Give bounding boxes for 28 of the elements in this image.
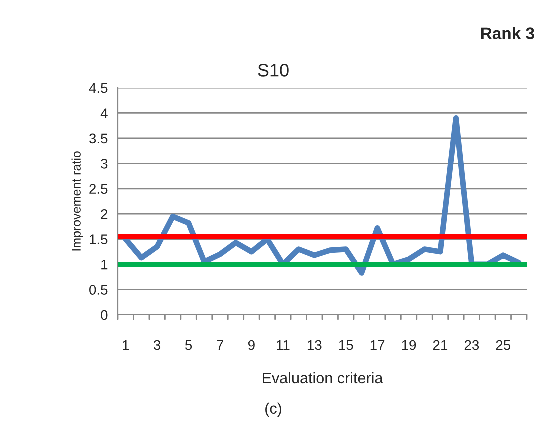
chart-title: S10 [258, 64, 289, 77]
x-tick-label: 1 [123, 340, 130, 350]
x-tick-label: 9 [248, 340, 255, 350]
y-tick-label: 0.5 [90, 285, 108, 295]
x-tick-label: 11 [277, 340, 290, 350]
y-tick-label: 3 [101, 159, 108, 169]
y-tick-label: 3.5 [90, 134, 108, 144]
x-tick-label: 3 [154, 340, 161, 350]
y-axis-title: Improvement ratio [72, 152, 84, 251]
text: Rank 3 [481, 27, 534, 40]
x-tick-label: 23 [464, 340, 480, 350]
y-tick-label: 1.5 [90, 234, 108, 245]
y-tick-label: 2 [101, 209, 108, 220]
y-tick-label: 4 [100, 108, 108, 118]
x-tick-label: 15 [339, 340, 354, 350]
text: (c) [266, 402, 282, 418]
x-axis-title: Evaluation criteria [263, 372, 384, 384]
x-tick-label: 5 [185, 340, 192, 350]
x-tick-label: 21 [433, 340, 448, 350]
y-tick-label: 4.5 [89, 83, 108, 94]
y-tick-label: 2.5 [90, 184, 108, 194]
y-tick-label: 0 [101, 310, 108, 320]
y-tick-label: 1 [102, 260, 108, 270]
x-tick-label: 19 [402, 340, 416, 350]
x-tick-label: 17 [370, 340, 385, 350]
x-tick-label: 25 [496, 340, 511, 350]
x-tick-label: 13 [308, 340, 322, 350]
x-tick-label: 7 [217, 340, 224, 350]
